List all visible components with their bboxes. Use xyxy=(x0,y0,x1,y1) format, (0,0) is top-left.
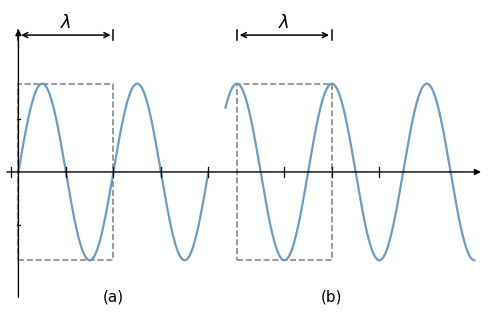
Bar xyxy=(237,84,332,260)
Text: (a): (a) xyxy=(103,290,124,305)
Text: (b): (b) xyxy=(321,290,343,305)
Text: λ: λ xyxy=(279,13,290,32)
Text: λ: λ xyxy=(61,13,71,32)
Bar xyxy=(19,84,113,260)
